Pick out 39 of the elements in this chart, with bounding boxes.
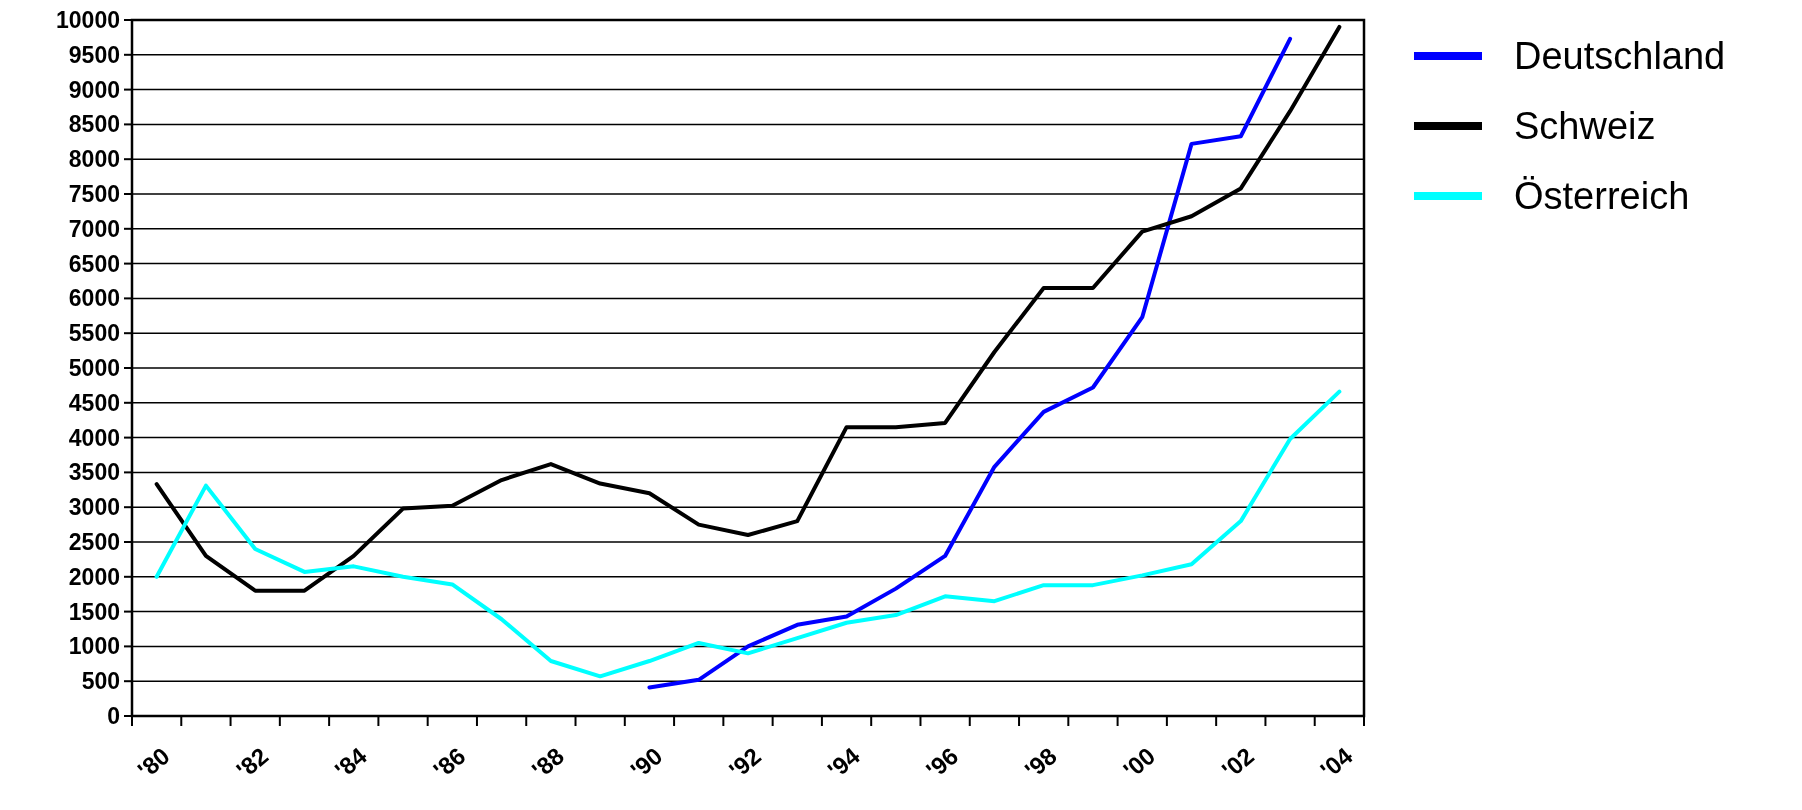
y-tick-label: 3000 [68, 494, 120, 521]
y-tick-label: 6000 [68, 285, 120, 312]
y-tick-label: 8500 [68, 111, 120, 138]
y-tick-label: 1500 [68, 598, 120, 625]
y-tick-label: 9500 [68, 41, 120, 68]
y-tick-label: 4000 [68, 424, 120, 451]
y-tick-label: 7000 [68, 215, 120, 242]
y-tick-label: 5500 [68, 320, 120, 347]
x-tick-label: '80 [132, 742, 175, 784]
x-tick-label: '02 [1216, 742, 1259, 784]
x-tick-label: '00 [1118, 742, 1161, 784]
legend-label: Deutschland [1514, 35, 1726, 78]
legend-label: Österreich [1514, 175, 1690, 218]
x-tick-label: '98 [1019, 742, 1062, 784]
y-tick-label: 5000 [68, 355, 120, 382]
y-tick-label: 7500 [68, 181, 120, 208]
legend-label: Schweiz [1514, 105, 1656, 148]
line-series [154, 389, 1342, 679]
y-tick-label: 500 [81, 668, 120, 695]
y-tick-label: 2000 [68, 563, 120, 590]
x-tick-label: '04 [1315, 741, 1358, 784]
y-tick-label: 9000 [68, 76, 120, 103]
x-tick-label: '92 [723, 742, 767, 784]
x-tick-label: '88 [526, 742, 569, 784]
x-tick-label: '82 [231, 742, 274, 784]
x-tick-label: '86 [428, 742, 471, 784]
y-tick-label: 2500 [68, 529, 120, 556]
y-tick-label: 0 [107, 703, 120, 730]
y-tick-label: 4500 [68, 389, 120, 416]
x-tick-label: '96 [920, 742, 964, 784]
x-tick-label: '94 [822, 741, 866, 784]
x-tick-label: '90 [625, 742, 668, 784]
y-tick-label: 3500 [68, 459, 120, 486]
line-series [647, 36, 1293, 690]
y-tick-label: 6500 [68, 250, 120, 277]
y-tick-label: 1000 [68, 633, 120, 660]
x-tick-label: '84 [329, 741, 373, 784]
y-tick-label: 10000 [56, 7, 120, 34]
y-tick-label: 8000 [68, 146, 120, 173]
